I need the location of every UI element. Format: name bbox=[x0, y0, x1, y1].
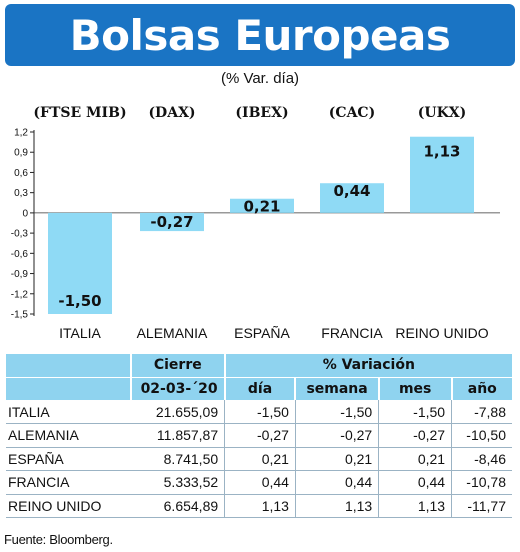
category-label: FRANCIA bbox=[321, 325, 383, 341]
header-ano: año bbox=[450, 377, 512, 400]
y-tick-label: -1,2 bbox=[11, 289, 29, 300]
row-mes: -1,50 bbox=[378, 400, 452, 424]
index-label: (UKX) bbox=[418, 105, 467, 121]
row-country: ESPAÑA bbox=[6, 447, 131, 471]
bar-reino-unido bbox=[410, 136, 474, 213]
bar-alemania bbox=[140, 212, 204, 232]
header-blank bbox=[6, 354, 131, 378]
category-label: ALEMANIA bbox=[137, 325, 208, 341]
table-header-row-2: 02-03-´20 día semana mes año bbox=[6, 377, 512, 400]
bar-chart-svg: 1,2 0,9 0,6 0,3 0 -0,3 -0,6 -0,9 -1,2 -1,5 -1,50 (F… bbox=[11, 105, 500, 341]
row-country: REINO UNIDO bbox=[6, 494, 131, 518]
bar-francia bbox=[320, 183, 384, 213]
bar-value-label: 0,44 bbox=[333, 182, 370, 200]
page-title: Bolsas Europeas bbox=[69, 10, 451, 60]
y-tick-label: -0,6 bbox=[11, 249, 29, 260]
y-tick-label: 1,2 bbox=[14, 128, 28, 139]
row-semana: 1,13 bbox=[294, 494, 379, 518]
row-country: FRANCIA bbox=[6, 470, 131, 495]
table-row: REINO UNIDO 6.654,89 1,13 1,13 1,13 -11,77 bbox=[6, 494, 512, 518]
row-ano: -11,77 bbox=[451, 494, 512, 518]
row-country: ALEMANIA bbox=[6, 423, 131, 448]
header-dia: día bbox=[223, 377, 296, 400]
index-label: (FTSE MIB) bbox=[33, 105, 126, 121]
row-dia: -1,50 bbox=[224, 400, 296, 424]
bar-value-label: -1,50 bbox=[58, 292, 101, 310]
y-tick-label: -0,9 bbox=[11, 269, 29, 280]
chart-subtitle: (% Var. día) bbox=[220, 70, 300, 87]
row-ano: -10,50 bbox=[451, 423, 512, 448]
category-label: ESPAÑA bbox=[234, 325, 290, 341]
row-semana: -0,27 bbox=[294, 423, 379, 448]
bar-italia bbox=[48, 212, 112, 314]
row-semana: 0,44 bbox=[294, 470, 379, 495]
header-blank-2 bbox=[6, 377, 131, 400]
category-label: REINO UNIDO bbox=[395, 325, 488, 341]
row-ano: -10,78 bbox=[451, 470, 512, 495]
header-semana: semana bbox=[294, 377, 379, 400]
bar-value-label: -0,27 bbox=[150, 213, 193, 231]
index-label: (DAX) bbox=[148, 105, 195, 121]
header-variacion: % Variación bbox=[223, 354, 512, 378]
row-dia: 0,44 bbox=[224, 470, 296, 495]
row-mes: 1,13 bbox=[378, 494, 452, 518]
bar-value-label: 1,13 bbox=[423, 143, 460, 161]
source-note: Fuente: Bloomberg. bbox=[4, 532, 113, 547]
category-label: ITALIA bbox=[59, 325, 101, 341]
table-row: ESPAÑA 8.741,50 0,21 0,21 0,21 -8,46 bbox=[6, 447, 512, 471]
row-mes: -0,27 bbox=[378, 423, 452, 448]
row-mes: 0,44 bbox=[378, 470, 452, 495]
row-semana: -1,50 bbox=[294, 400, 379, 424]
row-cierre: 6.654,89 bbox=[130, 494, 225, 518]
row-cierre: 8.741,50 bbox=[130, 447, 225, 471]
y-tick-label: 0 bbox=[22, 208, 28, 219]
row-ano: -8,46 bbox=[451, 447, 512, 471]
index-label: (IBEX) bbox=[235, 105, 288, 121]
table-row: ALEMANIA 11.857,87 -0,27 -0,27 -0,27 -10,50 bbox=[6, 423, 512, 448]
header-date: 02-03-´20 bbox=[129, 377, 225, 400]
y-tick-label: 0,9 bbox=[14, 148, 28, 159]
row-mes: 0,21 bbox=[378, 447, 452, 471]
table-row: FRANCIA 5.333,52 0,44 0,44 0,44 -10,78 bbox=[6, 470, 512, 495]
markets-table: Cierre % Variación 02-03-´20 día semana … bbox=[6, 354, 512, 518]
y-tick-label: -0,3 bbox=[11, 229, 29, 240]
header-mes: mes bbox=[377, 377, 452, 400]
header-cierre: Cierre bbox=[129, 354, 225, 378]
table-header-row-1: Cierre % Variación bbox=[6, 354, 512, 378]
y-tick-label: 0,6 bbox=[14, 168, 28, 179]
y-tick-label: -1,5 bbox=[11, 310, 29, 321]
bar-value-label: 0,21 bbox=[243, 198, 280, 216]
index-label: (CAC) bbox=[329, 105, 375, 121]
y-tick-label: 0,3 bbox=[14, 188, 28, 199]
bar-españa bbox=[230, 198, 294, 213]
markets-table-container: Cierre % Variación 02-03-´20 día semana … bbox=[6, 354, 512, 518]
row-cierre: 21.655,09 bbox=[130, 400, 225, 424]
row-dia: 0,21 bbox=[224, 447, 296, 471]
row-cierre: 5.333,52 bbox=[130, 470, 225, 495]
row-dia: -0,27 bbox=[224, 423, 296, 448]
row-ano: -7,88 bbox=[451, 400, 512, 424]
row-country: ITALIA bbox=[6, 400, 131, 424]
row-semana: 0,21 bbox=[294, 447, 379, 471]
bar-chart: 1,2 0,9 0,6 0,3 0 -0,3 -0,6 -0,9 -1,2 -1,5 -1,50 (F… bbox=[0, 92, 520, 352]
row-dia: 1,13 bbox=[224, 494, 296, 518]
title-banner: Bolsas Europeas bbox=[5, 4, 515, 66]
row-cierre: 11.857,87 bbox=[130, 423, 225, 448]
table-row: ITALIA 21.655,09 -1,50 -1,50 -1,50 -7,88 bbox=[6, 400, 512, 424]
